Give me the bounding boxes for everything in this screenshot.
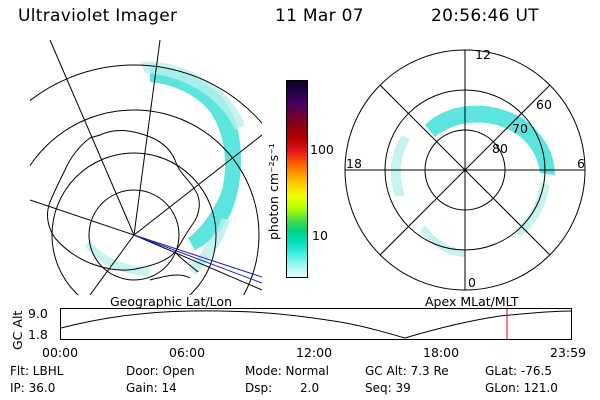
time-tick-1800: 18:00 — [423, 345, 460, 360]
geographic-map — [30, 40, 262, 295]
colorbar-tick-10: 10 — [312, 228, 328, 243]
geo-map-label: Geographic Lat/Lon — [110, 294, 232, 309]
mlt-label-6: 6 — [577, 156, 585, 171]
mlat-label-80: 80 — [492, 141, 508, 156]
colorbar — [286, 80, 308, 278]
door-info: Door: Open — [126, 364, 195, 378]
ip-info: IP: 36.0 — [10, 381, 56, 395]
glat-info: GLat: -76.5 — [485, 364, 552, 378]
glon-info: GLon: 121.0 — [485, 381, 558, 395]
colorbar-unit-label: photon cm⁻²s⁻¹ — [266, 143, 281, 240]
time-tick-0600: 06:00 — [169, 345, 206, 360]
altitude-timeline — [60, 308, 572, 340]
mlt-label-0: 0 — [468, 275, 476, 290]
mlt-label-18: 18 — [346, 156, 362, 171]
altitude-ylabel: GC Alt — [10, 310, 25, 350]
mlat-label-70: 70 — [512, 121, 528, 136]
mlat-label-60: 60 — [536, 97, 552, 112]
polar-plot — [344, 49, 586, 291]
dsp-value: 2.0 — [300, 381, 320, 395]
gain-info: Gain: 14 — [126, 381, 177, 395]
altitude-ytick-min: 1.8 — [28, 327, 48, 342]
filter-info: Flt: LBHL — [10, 364, 64, 378]
gc-alt-info: GC Alt: 7.3 Re — [365, 364, 449, 378]
seq-info: Seq: 39 — [365, 381, 411, 395]
aurora-emission — [150, 68, 242, 250]
instrument-title: Ultraviolet Imager — [18, 6, 178, 26]
altitude-ytick-max: 9.0 — [28, 306, 48, 321]
time-tick-2359: 23:59 — [550, 345, 587, 360]
aurora-polar — [425, 105, 555, 175]
colorbar-tick-100: 100 — [310, 142, 334, 157]
mode-info: Mode: Normal — [245, 364, 329, 378]
altitude-curve — [60, 310, 572, 339]
mlt-label-12: 12 — [475, 47, 491, 62]
coastline — [47, 130, 200, 271]
polar-plot-label: Apex MLat/MLT — [425, 294, 519, 309]
time-tick-1200: 12:00 — [296, 345, 333, 360]
dsp-label: Dsp: — [245, 381, 273, 395]
date-label: 11 Mar 07 — [275, 6, 364, 26]
time-tick-0000: 00:00 — [42, 345, 79, 360]
time-label: 20:56:46 UT — [431, 6, 539, 26]
